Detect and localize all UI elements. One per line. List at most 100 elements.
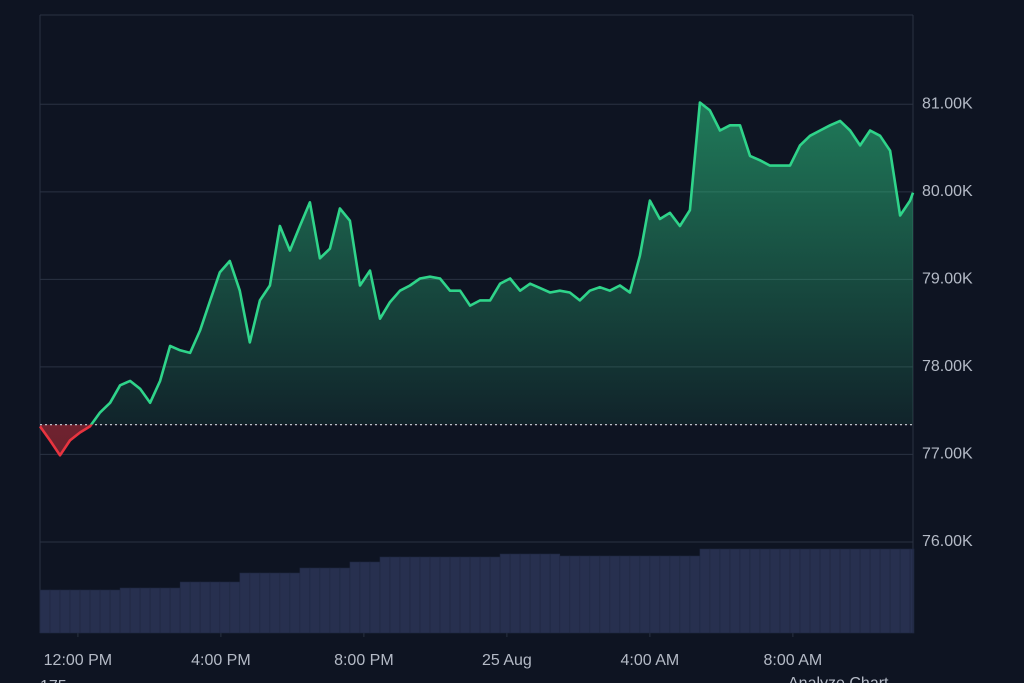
volume-bar [809,548,821,634]
volume-bar [609,555,621,634]
volume-bar [309,567,321,634]
volume-bar [339,567,351,634]
area-fill [40,102,913,456]
volume-bar [499,553,511,634]
volume-bar [519,553,531,634]
volume-bar [329,567,341,634]
volume-bar [539,553,551,634]
volume-bar [909,548,914,634]
volume-bar [669,555,681,634]
y-tick-label: 81.00K [922,96,973,113]
volume-bar [529,553,541,634]
volume-bar [729,548,741,634]
volume-bar [479,556,491,634]
volume-bar [79,589,91,634]
volume-bar [159,587,171,634]
volume-bar [279,572,291,634]
footer-left: 175 [40,678,67,683]
x-tick-label: 8:00 PM [334,652,394,669]
volume-bar [719,548,731,634]
x-tick-label: 25 Aug [482,652,532,669]
volume-bar [849,548,861,634]
volume-bar [239,572,251,634]
volume-bar [509,553,521,634]
volume-bar [869,548,881,634]
volume-bar [389,556,401,634]
y-tick-label: 79.00K [922,271,973,288]
volume-bar [429,556,441,634]
volume-bar [699,548,711,634]
volume-bar [439,556,451,634]
x-tick-label: 12:00 PM [44,652,112,669]
volume-bar [599,555,611,634]
volume-bar [459,556,471,634]
volume-bar [39,589,51,634]
volume-bar [639,555,651,634]
volume-bar [379,556,391,634]
x-tick-label: 4:00 AM [621,652,680,669]
volume-bar [739,548,751,634]
volume-bar [419,556,431,634]
volume-bar [749,548,761,634]
volume-bar [139,587,151,634]
volume-bar [689,555,701,634]
volume-bar [199,581,211,634]
volume-bar [759,548,771,634]
volume-bar [49,589,61,634]
volume-bar [589,555,601,634]
y-tick-label: 80.00K [922,183,973,200]
volume-bar [569,555,581,634]
volume-bar [779,548,791,634]
volume-bar [289,572,301,634]
volume-bar [679,555,691,634]
volume-bar [549,553,561,634]
volume-bar [359,561,371,634]
price-line [38,101,915,457]
y-tick-label: 77.00K [922,446,973,463]
volume-bar [799,548,811,634]
volume-bar [912,548,915,634]
volume-bar [89,589,101,634]
volume-bar [889,548,901,634]
y-tick-label: 78.00K [922,358,973,375]
volume-bar [229,581,241,634]
volume-bar [629,555,641,634]
volume-bar [489,556,501,634]
x-tick-label: 4:00 PM [191,652,251,669]
volume-bar [409,556,421,634]
analyze-chart-link[interactable]: Analyze Chart [788,675,889,683]
volume-bar [219,581,231,634]
volume-bar [399,556,411,634]
x-tick-label: 8:00 AM [764,652,823,669]
volume-bar [819,548,831,634]
volume-bar [59,589,71,634]
volume-bar [789,548,801,634]
volume-bar [319,567,331,634]
volume-bar [829,548,841,634]
volume-bar [119,587,131,634]
volume-bar [899,548,911,634]
volume-bar [269,572,281,634]
volume-bar [769,548,781,634]
volume-bar [169,587,181,634]
volume-bar [349,561,361,634]
volume-bar [449,556,461,634]
volume-bar [209,581,221,634]
volume-bar [369,561,381,634]
volume-bar [249,572,261,634]
volume-bar [299,567,311,634]
volume-bar [859,548,871,634]
volume-bar [879,548,891,634]
volume-bar [149,587,161,634]
volume-bar [109,589,121,634]
volume-bar [839,548,851,634]
volume-bar [649,555,661,634]
volume-bar [69,589,81,634]
y-tick-label: 76.00K [922,533,973,550]
volume-bar [259,572,271,634]
volume-bar [709,548,721,634]
volume-bar [619,555,631,634]
volume-bar [189,581,201,634]
